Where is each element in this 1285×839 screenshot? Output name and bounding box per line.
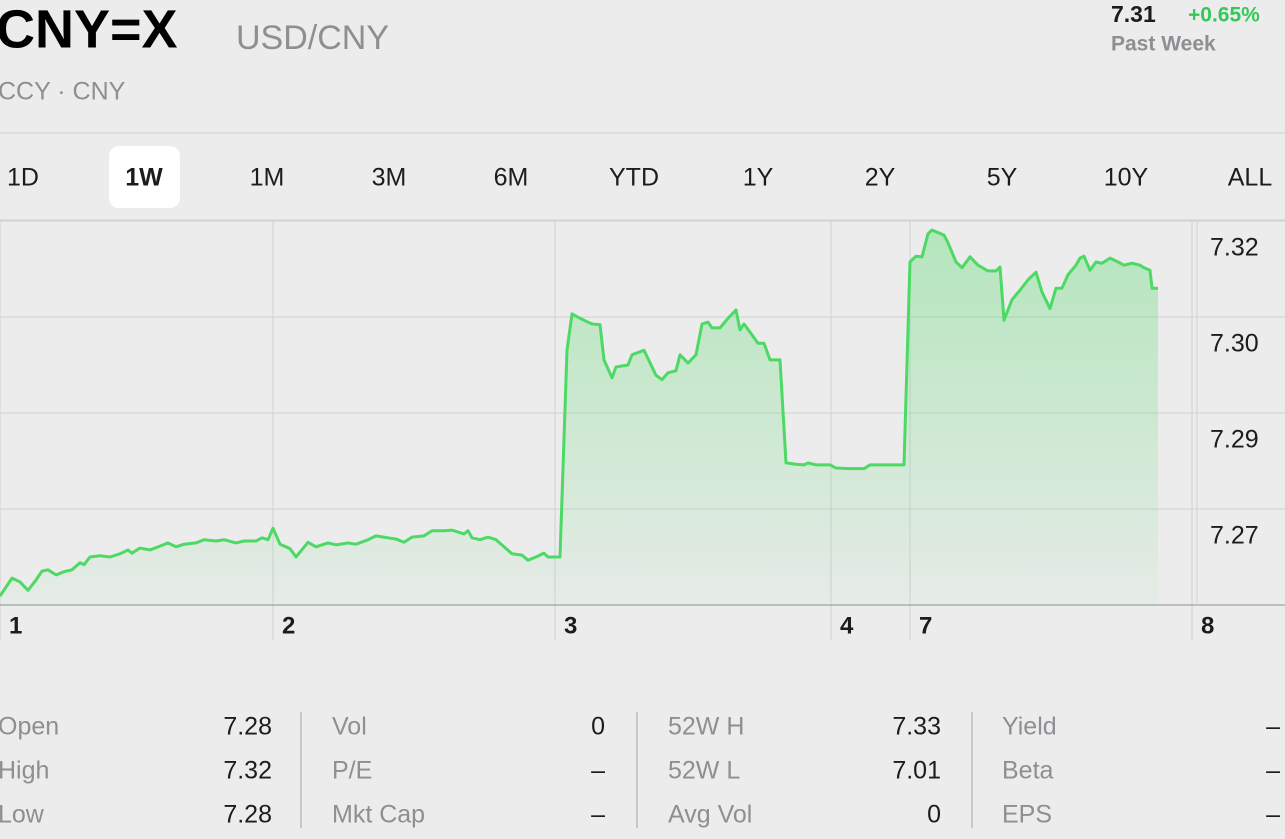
range-button[interactable]: 2Y [865, 164, 896, 192]
range-button[interactable]: 1M [250, 164, 285, 192]
stat-value: – [1266, 801, 1280, 829]
stat-value: 0 [591, 713, 605, 741]
stat-value: 7.28 [223, 801, 272, 829]
stat-label: Vol [332, 713, 367, 741]
x-tick-label: 7 [919, 612, 932, 639]
period: Past Week [1111, 33, 1216, 56]
y-tick-label: 7.32 [1210, 234, 1259, 262]
stat-label: Avg Vol [668, 801, 752, 829]
stat-value: – [1266, 713, 1280, 741]
stat-label: Low [0, 801, 45, 829]
instrument-name: USD/CNY [236, 19, 389, 57]
stat-label: Yield [1002, 713, 1057, 741]
stat-value: – [591, 757, 605, 785]
x-tick-label: 1 [9, 612, 22, 639]
stat-label: Mkt Cap [332, 801, 425, 829]
x-tick-label: 2 [282, 612, 295, 639]
range-button[interactable]: 1W [125, 164, 163, 192]
price-area [0, 229, 1158, 605]
range-button[interactable]: 3M [372, 164, 407, 192]
stat-value: 7.32 [223, 757, 272, 785]
symbol: CNY=X [0, 0, 178, 59]
stat-value: – [591, 801, 605, 829]
change: +0.65% [1188, 4, 1260, 27]
y-tick-label: 7.27 [1210, 522, 1259, 550]
range-button[interactable]: 5Y [987, 164, 1018, 192]
stat-label: 52W L [668, 757, 740, 785]
range-selected-bg [109, 146, 180, 208]
stat-value: 7.33 [892, 713, 941, 741]
range-button[interactable]: 10Y [1104, 164, 1149, 192]
y-tick-label: 7.29 [1210, 426, 1259, 454]
stat-value: 0 [927, 801, 941, 829]
exchange: CCY · CNY [0, 78, 126, 106]
stat-label: Open [0, 713, 59, 741]
range-button[interactable]: 1Y [743, 164, 774, 192]
stat-label: P/E [332, 757, 372, 785]
x-tick-label: 4 [840, 612, 854, 639]
price-line [0, 228, 1158, 597]
x-tick-label: 8 [1201, 612, 1214, 639]
stat-value: 7.28 [223, 713, 272, 741]
stat-label: 52W H [668, 713, 744, 741]
stat-label: EPS [1002, 801, 1052, 829]
stat-value: 7.01 [892, 757, 941, 785]
stat-value: – [1266, 757, 1280, 785]
range-button[interactable]: ALL [1228, 164, 1273, 192]
y-tick-label: 7.30 [1210, 330, 1259, 358]
range-button[interactable]: 6M [494, 164, 529, 192]
range-button[interactable]: YTD [609, 164, 659, 192]
x-tick-label: 3 [564, 612, 577, 639]
stat-label: Beta [1002, 757, 1054, 785]
stat-label: High [0, 757, 49, 785]
price: 7.31 [1111, 1, 1156, 27]
range-button[interactable]: 1D [7, 164, 39, 192]
